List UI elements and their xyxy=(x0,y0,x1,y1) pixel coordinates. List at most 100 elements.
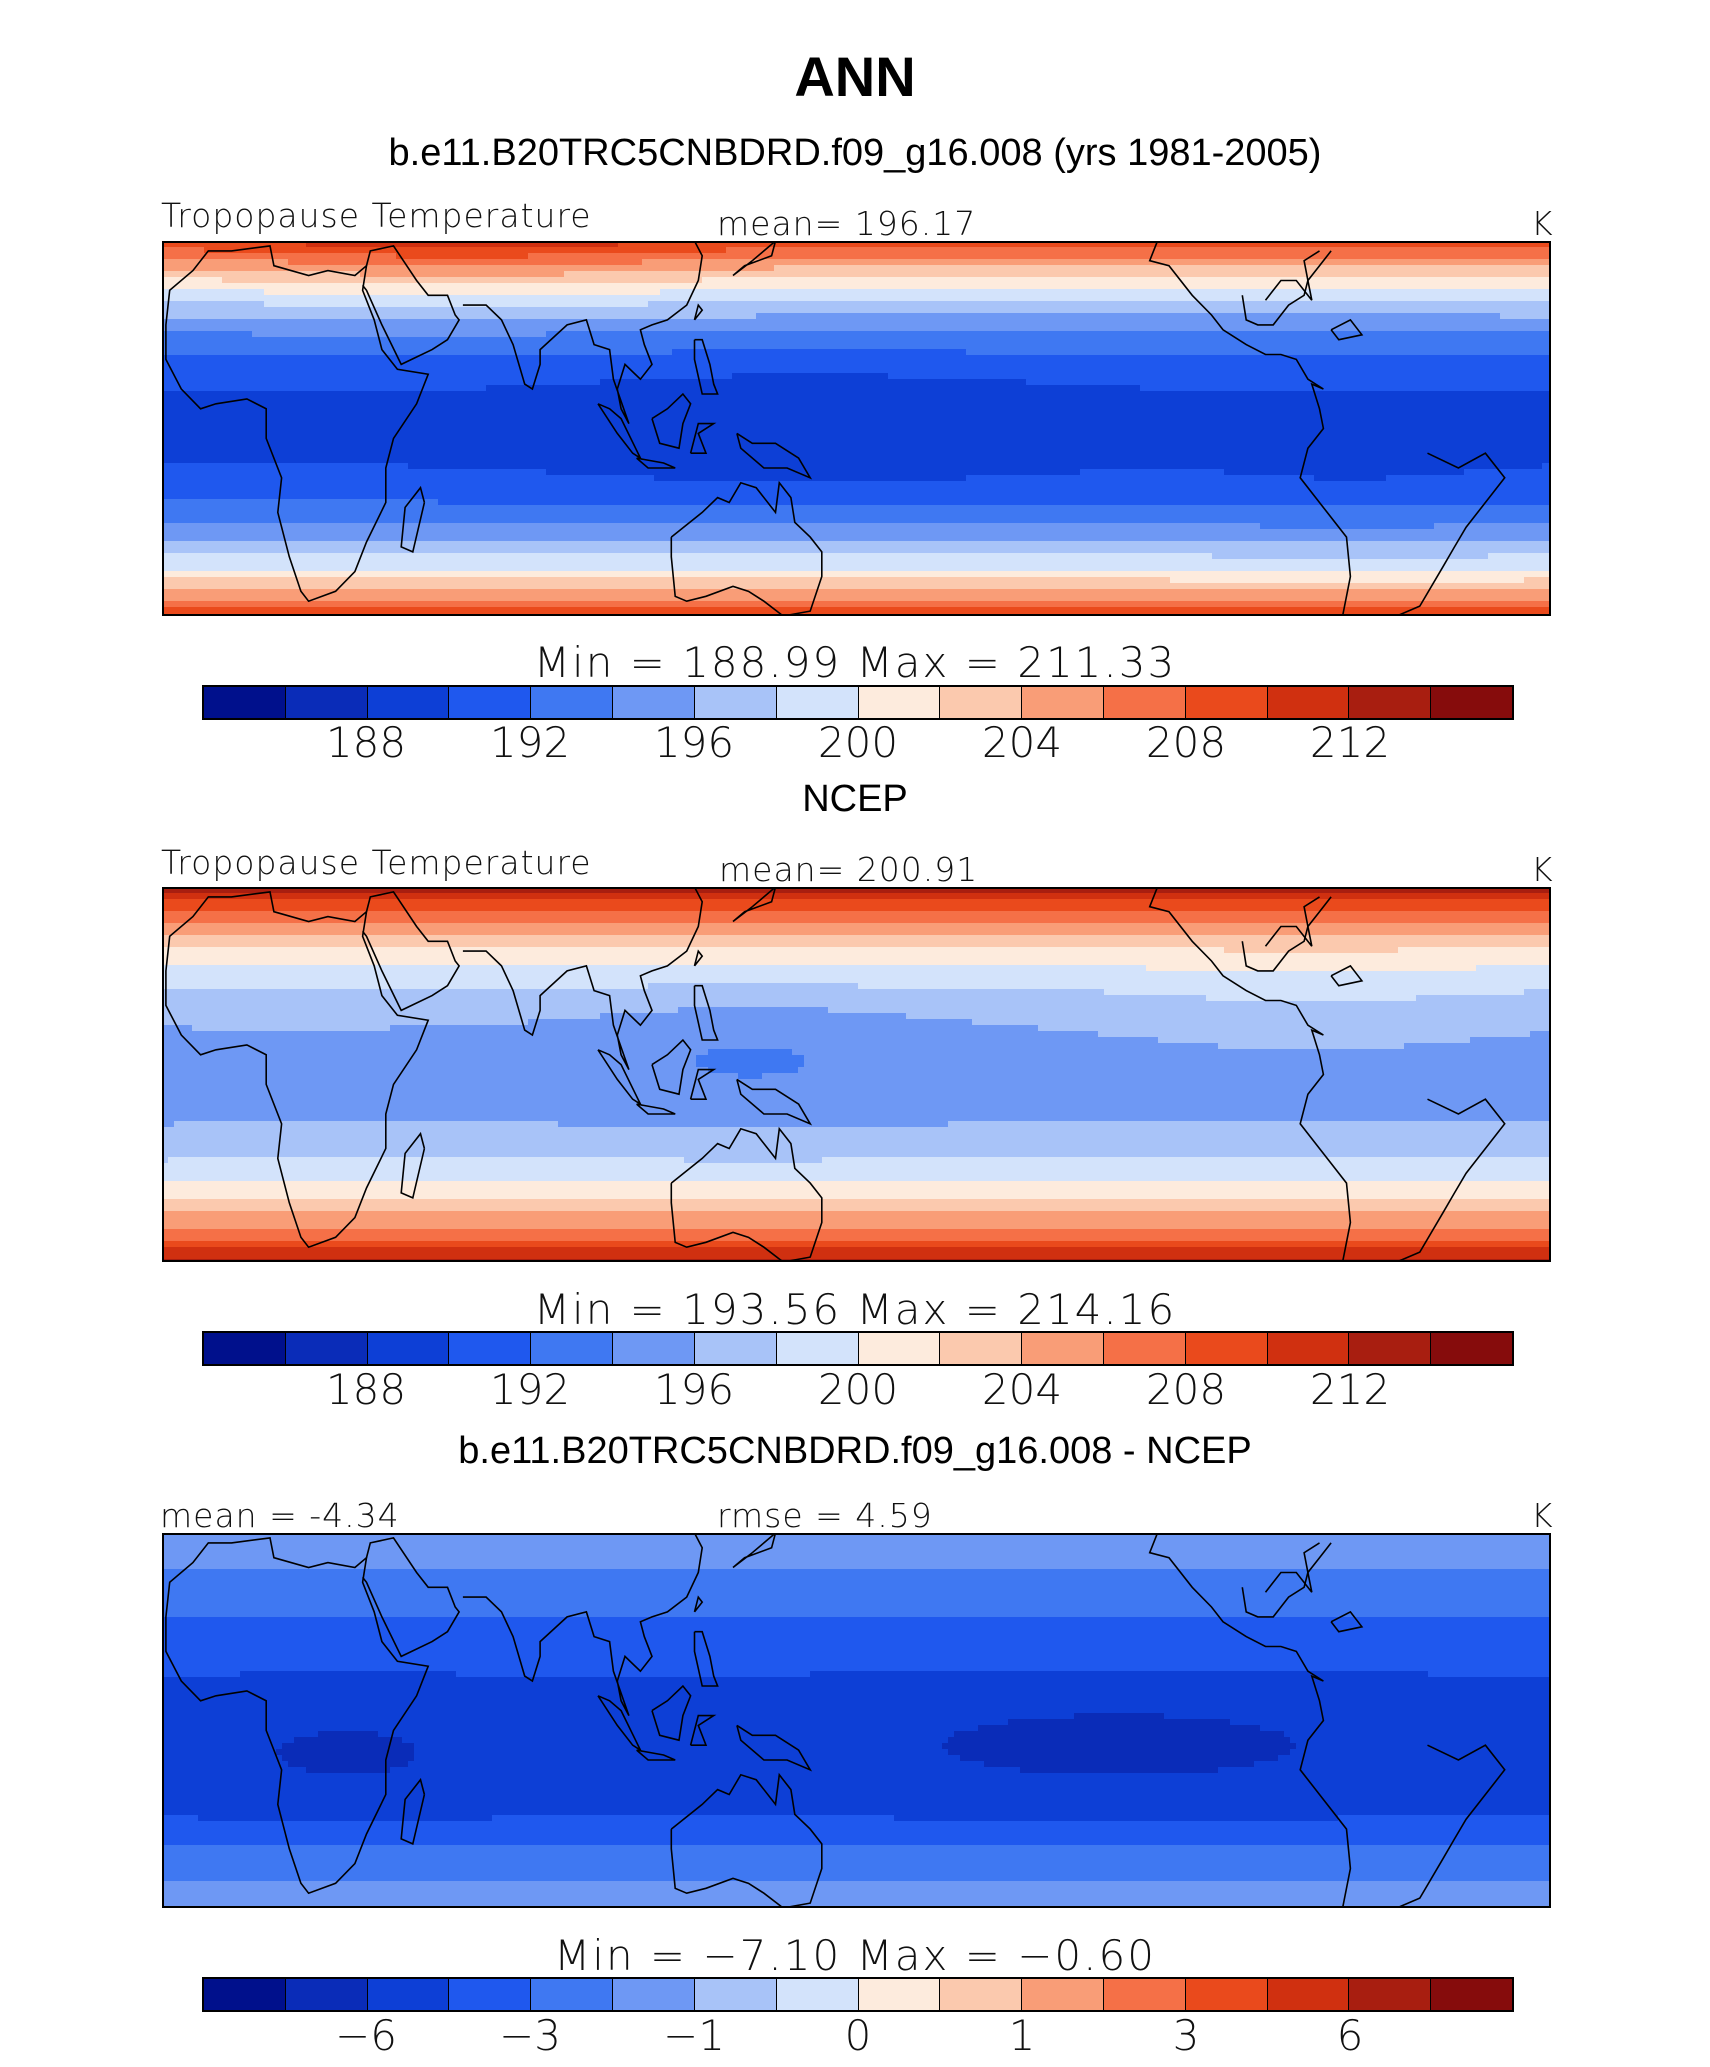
contour-fill-cell xyxy=(258,271,265,278)
contour-fill-cell xyxy=(1482,253,1489,260)
contour-fill-cell xyxy=(1074,325,1081,332)
contour-fill-cell xyxy=(720,307,727,314)
contour-fill-cell xyxy=(342,253,349,260)
contour-fill-cell xyxy=(288,319,295,326)
contour-fill-cell xyxy=(1206,283,1213,290)
contour-fill-cell xyxy=(174,367,181,374)
contour-fill-cell xyxy=(960,313,967,320)
contour-fill-cell xyxy=(1530,325,1537,332)
contour-fill-cell xyxy=(918,277,925,284)
contour-fill-cell xyxy=(942,247,949,254)
contour-fill-cell xyxy=(1410,319,1417,326)
contour-fill-cell xyxy=(390,301,397,308)
contour-fill-cell xyxy=(1092,259,1099,266)
contour-fill-cell xyxy=(1092,277,1099,284)
contour-fill-cell xyxy=(360,247,367,254)
contour-fill-cell xyxy=(1332,313,1339,320)
contour-fill-cell xyxy=(660,325,667,332)
contour-fill-cell xyxy=(264,367,271,374)
contour-fill-cell xyxy=(222,349,229,356)
contour-fill-cell xyxy=(396,259,403,266)
contour-fill-cell xyxy=(414,283,421,290)
contour-fill-cell xyxy=(642,241,649,248)
contour-fill-cell xyxy=(258,325,265,332)
contour-fill-cell xyxy=(1026,307,1033,314)
contour-fill-cell xyxy=(1536,343,1543,350)
contour-fill-cell xyxy=(258,301,265,308)
contour-fill-cell xyxy=(1332,289,1339,296)
contour-fill-cell xyxy=(204,343,211,350)
contour-fill-cell xyxy=(600,343,607,350)
contour-fill-cell xyxy=(1428,295,1435,302)
contour-fill-cell xyxy=(1290,307,1297,314)
contour-fill-cell xyxy=(894,325,901,332)
contour-fill-cell xyxy=(840,265,847,272)
contour-fill-cell xyxy=(1044,301,1051,308)
contour-fill-cell xyxy=(708,265,715,272)
contour-fill-cell xyxy=(336,241,343,248)
contour-fill-cell xyxy=(744,313,751,320)
contour-fill-cell xyxy=(894,361,901,368)
contour-fill-cell xyxy=(288,307,295,314)
contour-fill-cell xyxy=(408,319,415,326)
contour-fill-cell xyxy=(624,349,631,356)
contour-fill-cell xyxy=(960,247,967,254)
contour-fill-cell xyxy=(1062,277,1069,284)
contour-fill-cell xyxy=(606,319,613,326)
contour-fill-cell xyxy=(678,361,685,368)
contour-fill-cell xyxy=(522,313,529,320)
contour-fill-cell xyxy=(342,241,349,248)
contour-fill-cell xyxy=(948,289,955,296)
contour-fill-cell xyxy=(222,301,229,308)
contour-fill-cell xyxy=(1020,337,1027,344)
contour-fill-cell xyxy=(1332,301,1339,308)
contour-fill-cell xyxy=(438,313,445,320)
contour-fill-cell xyxy=(726,331,733,338)
contour-fill-cell xyxy=(1542,307,1549,314)
contour-fill-cell xyxy=(1392,319,1399,326)
contour-fill-cell xyxy=(822,367,829,374)
contour-fill-cell xyxy=(342,331,349,338)
contour-fill-cell xyxy=(558,319,565,326)
contour-fill-cell xyxy=(594,301,601,308)
contour-fill-cell xyxy=(1206,313,1213,320)
contour-fill-cell xyxy=(1188,283,1195,290)
contour-fill-cell xyxy=(702,241,709,248)
contour-fill-cell xyxy=(1248,313,1255,320)
contour-fill-cell xyxy=(978,355,985,362)
contour-fill-cell xyxy=(1464,259,1471,266)
contour-fill-cell xyxy=(1494,265,1501,272)
contour-fill-cell xyxy=(1164,247,1171,254)
contour-fill-cell xyxy=(1332,247,1339,254)
contour-fill-cell xyxy=(1152,313,1159,320)
contour-fill-cell xyxy=(1404,337,1411,344)
contour-fill-cell xyxy=(1368,355,1375,362)
contour-fill-cell xyxy=(378,331,385,338)
contour-fill-cell xyxy=(876,355,883,362)
contour-fill-cell xyxy=(600,307,607,314)
contour-fill-cell xyxy=(1338,343,1345,350)
contour-fill-cell xyxy=(1062,253,1069,260)
contour-fill-cell xyxy=(594,265,601,272)
contour-fill-cell xyxy=(1320,265,1327,272)
contour-fill-cell xyxy=(534,265,541,272)
contour-fill-cell xyxy=(1308,307,1315,314)
contour-fill-cell xyxy=(822,343,829,350)
contour-fill-cell xyxy=(1314,307,1321,314)
contour-fill-cell xyxy=(420,283,427,290)
contour-fill-cell xyxy=(402,247,409,254)
contour-fill-cell xyxy=(1386,337,1393,344)
contour-fill-cell xyxy=(1350,319,1357,326)
contour-fill-cell xyxy=(822,283,829,290)
contour-fill-cell xyxy=(666,349,673,356)
contour-fill-cell xyxy=(1014,241,1021,248)
contour-fill-cell xyxy=(876,343,883,350)
contour-fill-cell xyxy=(1470,301,1477,308)
contour-fill-cell xyxy=(546,259,553,266)
contour-fill-cell xyxy=(462,259,469,266)
contour-fill-cell xyxy=(1374,337,1381,344)
contour-fill-cell xyxy=(666,367,673,374)
contour-fill-cell xyxy=(930,241,937,248)
contour-fill-cell xyxy=(1224,241,1231,248)
contour-fill-cell xyxy=(264,349,271,356)
